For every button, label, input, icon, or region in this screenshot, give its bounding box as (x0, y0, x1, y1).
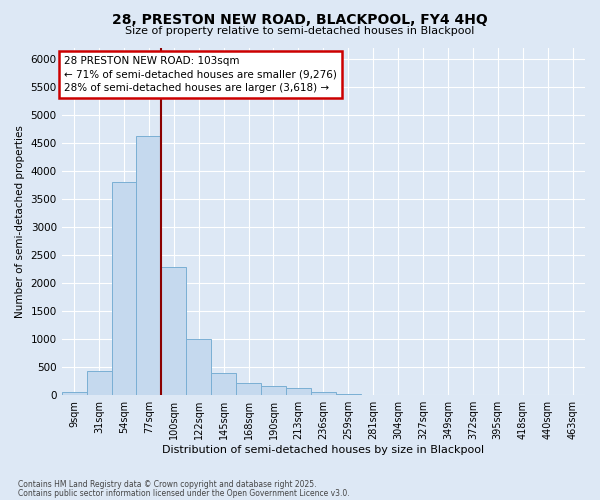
Text: 28 PRESTON NEW ROAD: 103sqm
← 71% of semi-detached houses are smaller (9,276)
28: 28 PRESTON NEW ROAD: 103sqm ← 71% of sem… (64, 56, 337, 92)
Bar (236, 383, 261, 395)
X-axis label: Distribution of semi-detached houses by size in Blackpool: Distribution of semi-detached houses by … (162, 445, 484, 455)
Bar (62, 392, 86, 395)
Text: Contains HM Land Registry data © Crown copyright and database right 2025.: Contains HM Land Registry data © Crown c… (18, 480, 317, 489)
Text: Size of property relative to semi-detached houses in Blackpool: Size of property relative to semi-detach… (125, 26, 475, 36)
Bar (112, 182, 136, 395)
Bar (136, 136, 161, 395)
Bar (261, 386, 286, 395)
Bar (186, 339, 211, 395)
Bar (336, 394, 361, 395)
Bar (286, 388, 311, 395)
Bar (86, 371, 112, 395)
Bar (161, 268, 186, 395)
Y-axis label: Number of semi-detached properties: Number of semi-detached properties (15, 125, 25, 318)
Text: 28, PRESTON NEW ROAD, BLACKPOOL, FY4 4HQ: 28, PRESTON NEW ROAD, BLACKPOOL, FY4 4HQ (112, 12, 488, 26)
Bar (311, 392, 336, 395)
Text: Contains public sector information licensed under the Open Government Licence v3: Contains public sector information licen… (18, 488, 350, 498)
Bar (211, 374, 236, 395)
